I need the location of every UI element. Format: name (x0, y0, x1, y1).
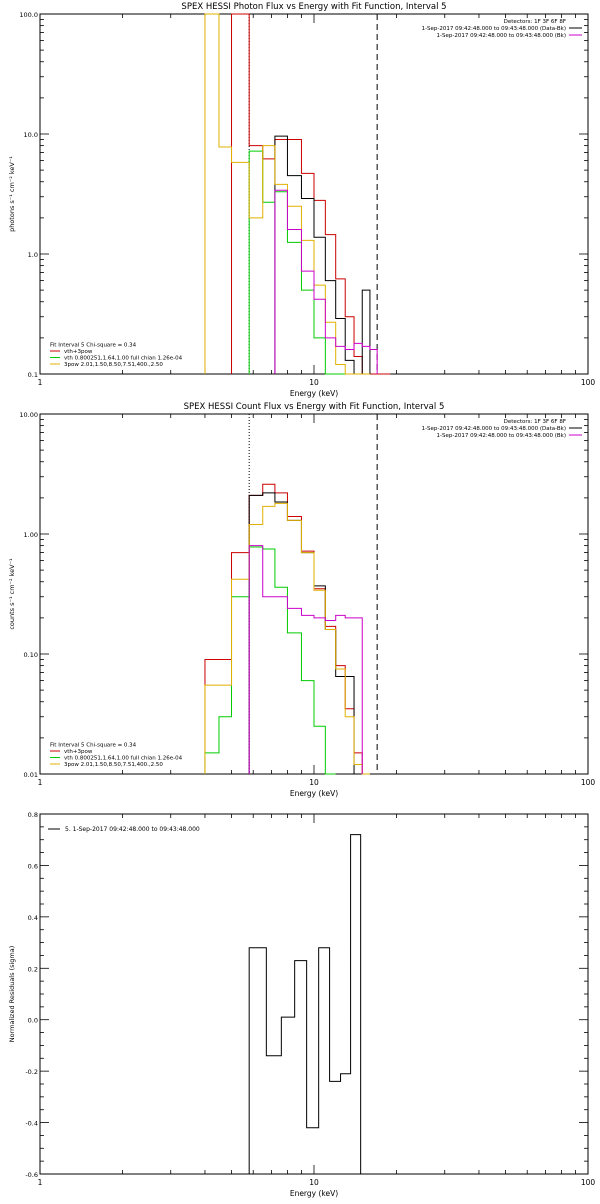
legend-bottom-entry: 3pow 2.01,1.50,8.50,7.51,400.,2.50 (64, 762, 163, 768)
x-tick-label: 100 (581, 778, 596, 787)
x-tick-label: 1 (38, 778, 43, 787)
y-tick-label: 0.8 (28, 811, 38, 819)
y-tick-label: -0.2 (25, 1068, 38, 1076)
y-tick-label: 10.00 (19, 411, 38, 419)
x-tick-label: 100 (581, 378, 596, 387)
plot-frame (39, 813, 589, 1175)
legend-top-entry: Detectors: 1F 3F 6F 8F (504, 19, 566, 25)
x-tick-label: 1 (38, 1178, 43, 1187)
chart-title: SPEX HESSI Count Flux vs Energy with Fit… (184, 402, 445, 412)
x-tick-label: 10 (309, 378, 319, 387)
legend-bottom-entry: vth+3pow (64, 349, 93, 355)
legend-bottom-entry: 3pow 2.01,1.50,8.50,7.51,400.,2.50 (64, 362, 163, 368)
x-axis-label: Energy (keV) (290, 389, 338, 398)
x-tick-label: 10 (309, 1178, 319, 1187)
x-tick-label: 10 (309, 778, 319, 787)
y-tick-label: 1.0 (28, 251, 38, 259)
legend-bottom-entry: Fit Interval 5 Chi-square = 0.34 (50, 343, 137, 349)
series-0-line (248, 834, 370, 1175)
legend-top-entry: 1-Sep-2017 09:42:48.000 to 09:43:48.000 … (422, 426, 566, 432)
x-axis-label: Energy (keV) (290, 1189, 338, 1198)
y-axis-label: Normalized Residuals (sigma) (8, 946, 16, 1043)
series-0-line (231, 13, 391, 375)
legend-top-entry: Detectors: 1F 3F 6F 8F (504, 419, 566, 425)
series-4-line (274, 189, 378, 374)
y-tick-label: 100.0 (19, 11, 38, 19)
series-2-line (204, 546, 336, 775)
y-tick-label: 10.0 (24, 131, 38, 139)
x-tick-label: 100 (581, 1178, 596, 1187)
y-tick-label: 0.2 (28, 965, 38, 973)
chart-title: SPEX HESSI Photon Flux vs Energy with Fi… (181, 2, 446, 12)
legend-bottom-entry: vth+3pow (64, 749, 93, 755)
y-tick-label: 0.6 (28, 862, 38, 870)
x-axis-label: Energy (keV) (290, 789, 338, 798)
legend-top-entry: 5. 1-Sep-2017 09:42:48.000 to 09:43:48.0… (65, 826, 200, 833)
y-tick-label: 0.01 (24, 771, 38, 779)
y-tick-label: 0.0 (28, 1017, 38, 1025)
y-tick-label: -0.4 (25, 1120, 38, 1128)
legend-top-entry: 1-Sep-2017 09:42:48.000 to 09:43:48.000 … (437, 433, 567, 439)
series-3-line (204, 502, 370, 775)
series-0-line (204, 483, 363, 774)
legend-bottom-entry: vth 0.800251,1.64,1.00 full chian 1.26e-… (64, 756, 183, 762)
legend-top-entry: 1-Sep-2017 09:42:48.000 to 09:43:48.000 … (437, 33, 567, 39)
y-axis-label: photons s⁻¹ cm⁻² keV⁻¹ (8, 156, 16, 232)
x-tick-label: 1 (38, 378, 43, 387)
y-tick-label: 0.1 (28, 371, 38, 379)
legend-bottom-entry: Fit Interval 5 Chi-square = 0.34 (50, 743, 137, 749)
y-axis-label: counts s⁻¹ cm⁻² keV⁻¹ (8, 558, 16, 630)
y-tick-label: 1.00 (24, 531, 38, 539)
y-tick-label: 0.4 (28, 914, 38, 922)
series-4-line (248, 545, 363, 774)
y-tick-label: 0.10 (24, 651, 38, 659)
legend-bottom-entry: vth 0.800251,1.64,1.00 full chian 1.26e-… (64, 356, 183, 362)
y-tick-label: -0.6 (25, 1171, 38, 1179)
legend-top-entry: 1-Sep-2017 09:42:48.000 to 09:43:48.000 … (422, 26, 566, 32)
